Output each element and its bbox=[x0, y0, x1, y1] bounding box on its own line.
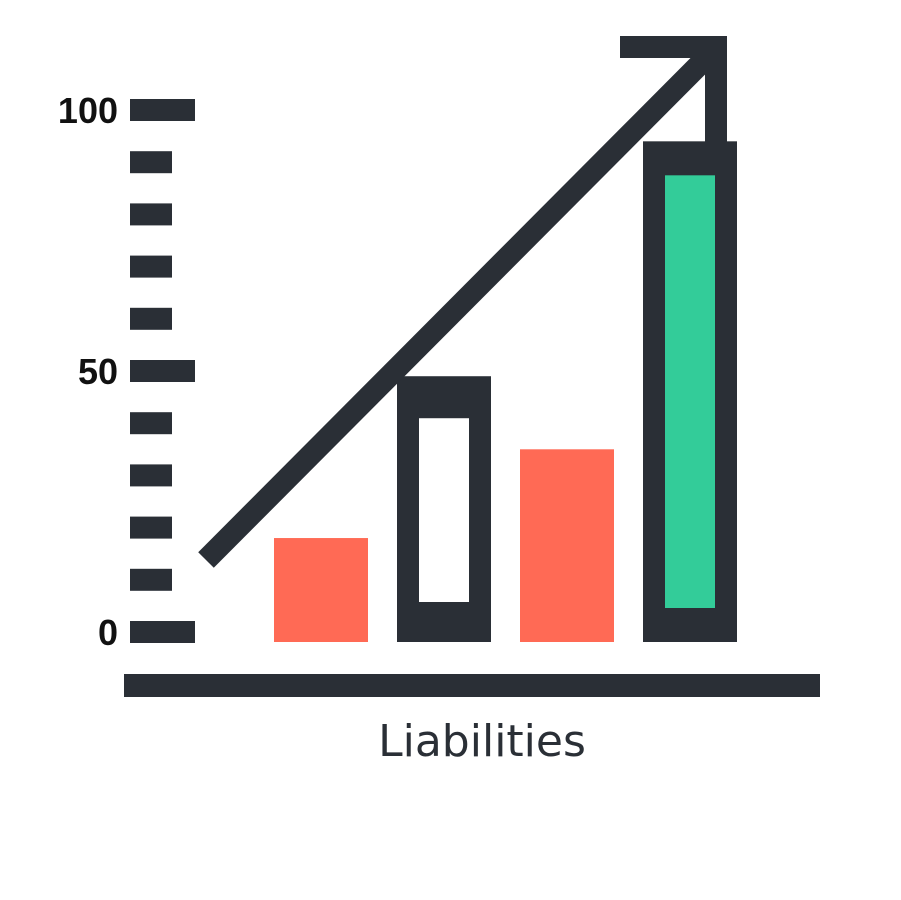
trend-arrow-shaft bbox=[198, 50, 714, 568]
y-minor-tick-80 bbox=[130, 203, 172, 226]
y-minor-tick-30 bbox=[130, 464, 172, 487]
y-minor-tick-70 bbox=[130, 255, 172, 278]
y-major-tick-0 bbox=[130, 621, 195, 643]
bar-1 bbox=[274, 538, 368, 642]
y-minor-tick-90 bbox=[130, 151, 172, 174]
bar-4-inner bbox=[665, 175, 715, 608]
y-minor-tick-60 bbox=[130, 307, 172, 330]
y-tick-label-50: 50 bbox=[78, 351, 118, 392]
y-major-tick-100 bbox=[130, 99, 195, 121]
y-minor-tick-10 bbox=[130, 568, 172, 591]
trend-arrow-icon bbox=[198, 36, 727, 568]
y-minor-tick-40 bbox=[130, 412, 172, 435]
bar-2-inner bbox=[419, 418, 469, 602]
y-tick-label-100: 100 bbox=[58, 90, 118, 131]
bar-3 bbox=[520, 449, 614, 642]
y-major-tick-50 bbox=[130, 360, 195, 382]
bars bbox=[274, 141, 737, 642]
y-tick-labels: 0 50 100 bbox=[58, 90, 118, 653]
y-tick-label-0: 0 bbox=[98, 612, 118, 653]
trend-arrow-head bbox=[620, 36, 727, 142]
y-axis bbox=[130, 99, 195, 643]
x-axis-label: Liabilities bbox=[378, 716, 586, 767]
y-minor-tick-20 bbox=[130, 516, 172, 539]
x-axis-baseline bbox=[124, 674, 820, 697]
